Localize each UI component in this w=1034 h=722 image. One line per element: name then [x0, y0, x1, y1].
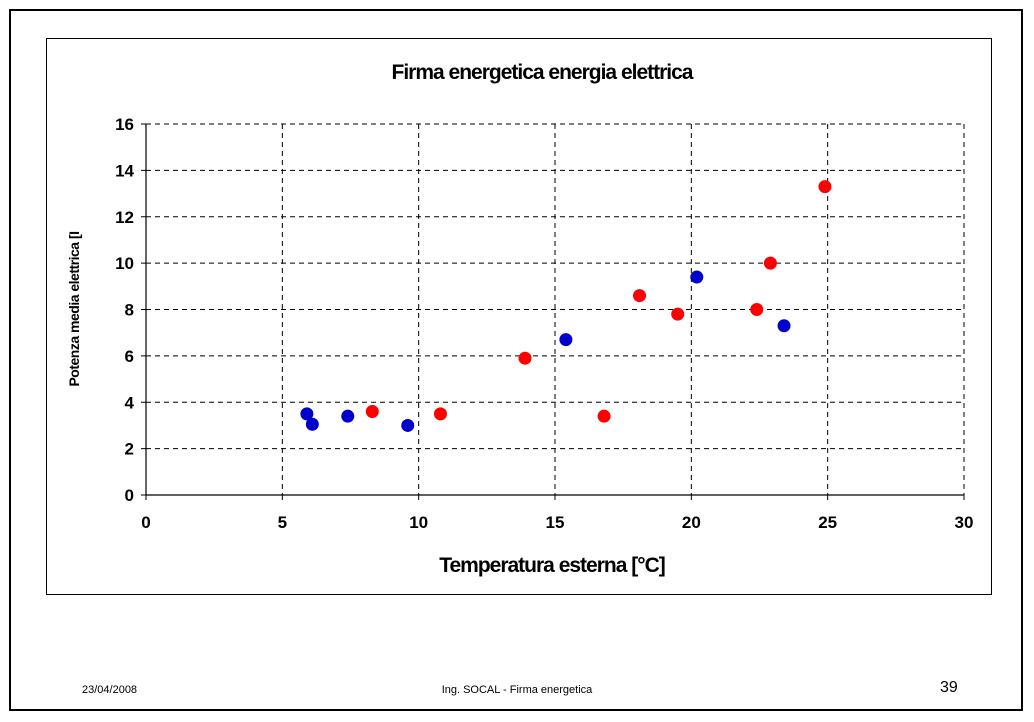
scatter-chart: Firma energetica energia elettrica 0 2 4 6 8…	[66, 61, 973, 577]
chart-container: Firma energetica energia elettrica 0 2 4 6 8…	[46, 38, 992, 595]
data-point	[305, 417, 319, 431]
data-point	[365, 405, 379, 419]
x-tick-label: 25	[818, 513, 837, 532]
y-tick-label: 4	[125, 393, 135, 412]
data-point	[401, 418, 415, 432]
tick-labels: 0 2 4 6 8 10 12 14 16 0 5 10 15 20 25 30	[115, 115, 973, 532]
data-point	[671, 307, 685, 321]
data-point	[559, 333, 573, 347]
y-tick-label: 8	[125, 301, 134, 320]
y-tick-label: 14	[115, 161, 134, 180]
y-tick-label: 6	[125, 347, 134, 366]
x-tick-label: 30	[955, 513, 974, 532]
x-tick-label: 0	[141, 513, 150, 532]
page-number: 39	[940, 679, 958, 696]
x-tick-label: 5	[278, 513, 287, 532]
y-tick-label: 0	[125, 486, 134, 505]
data-point	[763, 256, 777, 270]
data-point	[518, 351, 532, 365]
x-tick-label: 15	[546, 513, 565, 532]
y-tick-label: 2	[125, 440, 134, 459]
data-point	[750, 303, 764, 316]
data-point	[818, 180, 832, 194]
axes	[141, 123, 965, 500]
x-tick-label: 20	[682, 513, 701, 532]
data-point	[633, 289, 647, 303]
data-point	[433, 407, 447, 421]
x-tick-label: 10	[409, 513, 428, 532]
data-points	[300, 180, 832, 432]
x-axis-label: Temperatura esterna [°C]	[439, 554, 665, 577]
slide-frame	[9, 9, 1023, 711]
y-tick-label: 16	[115, 115, 134, 134]
y-tick-label: 12	[115, 208, 134, 227]
chart-title: Firma energetica energia elettrica	[392, 61, 694, 84]
data-point	[597, 409, 611, 423]
data-point	[341, 409, 355, 423]
data-point	[690, 270, 704, 284]
footer-date: 23/04/2008	[82, 684, 138, 696]
data-point	[300, 407, 314, 421]
footer-title: Ing. SOCAL - Firma energetica	[441, 684, 593, 696]
data-point	[777, 319, 791, 333]
gridlines	[146, 123, 965, 495]
y-tick-label: 10	[115, 254, 134, 273]
y-axis-label: Potenza media elettrica [I	[66, 231, 82, 386]
